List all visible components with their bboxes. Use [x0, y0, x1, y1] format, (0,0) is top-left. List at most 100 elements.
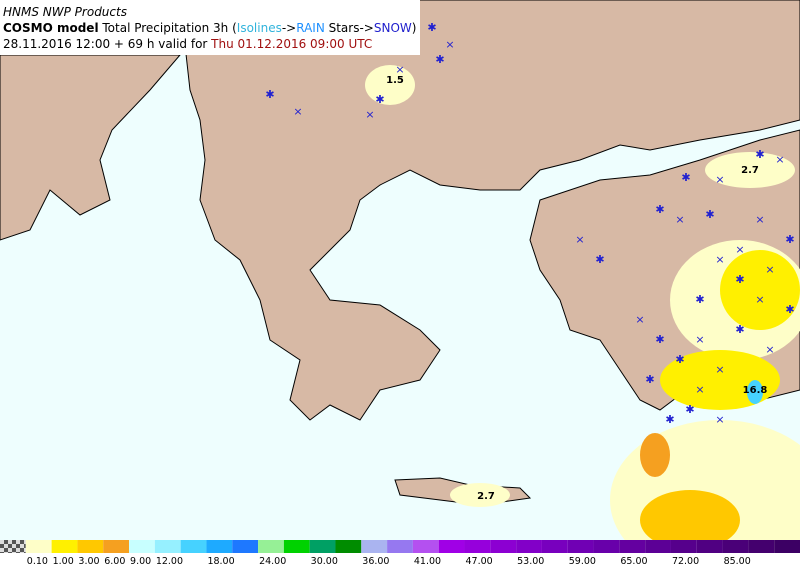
legend-box [619, 540, 646, 553]
legend-box [154, 540, 181, 553]
snow-marker: ✱ [427, 21, 436, 34]
legend-box [541, 540, 568, 553]
snow-marker: ✱ [735, 273, 744, 286]
snow-marker: × [675, 213, 684, 226]
precip-area [747, 380, 763, 404]
legend-box [77, 540, 104, 553]
header-part: 28.11.2016 12:00 + 69 h valid for [3, 37, 211, 51]
header-part: Isolines [237, 21, 282, 35]
legend-label: 72.00 [672, 556, 699, 567]
legend-label: 85.00 [724, 556, 751, 567]
header-box [0, 0, 420, 55]
legend-box [490, 540, 517, 553]
snow-marker: ✱ [735, 323, 744, 336]
legend-box [387, 540, 413, 553]
snow-marker: ✱ [645, 373, 654, 386]
header-line1: HNMS NWP Products [3, 5, 127, 19]
legend-box [232, 540, 259, 553]
legend-label: 9.00 [130, 556, 151, 567]
contour-label: 2.7 [477, 491, 495, 502]
snow-marker: × [775, 153, 784, 166]
snow-marker: × [635, 313, 644, 326]
snow-marker: ✱ [675, 353, 684, 366]
legend-box [258, 540, 284, 553]
precip-area [640, 433, 670, 477]
snow-marker: ✱ [685, 403, 694, 416]
header-line3: 28.11.2016 12:00 + 69 h valid for Thu 01… [3, 37, 372, 51]
header-part: ) [412, 21, 417, 35]
snow-marker: × [293, 105, 302, 118]
snow-marker: × [765, 343, 774, 356]
legend-label: 65.00 [620, 556, 647, 567]
precip-area [450, 483, 510, 507]
contour-label: 2.7 [741, 165, 759, 176]
snow-marker: × [395, 63, 404, 76]
snow-marker: ✱ [665, 413, 674, 426]
legend-box [129, 540, 155, 553]
legend-box [412, 540, 439, 553]
snow-marker: ✱ [705, 208, 714, 221]
legend-label: 24.00 [259, 556, 286, 567]
snow-marker: ✱ [265, 88, 274, 101]
legend-box-missing [0, 540, 26, 553]
precip-area [705, 152, 795, 188]
header-part: RAIN [296, 21, 325, 35]
legend-label: 12.00 [156, 556, 183, 567]
legend-box [206, 540, 233, 553]
legend-label: 6.00 [104, 556, 125, 567]
snow-marker: × [755, 213, 764, 226]
legend-box [335, 540, 362, 553]
header-part: -> [282, 21, 296, 35]
legend-label: 36.00 [362, 556, 389, 567]
snow-marker: ✱ [785, 303, 794, 316]
legend-label: 30.00 [311, 556, 338, 567]
header-part: COSMO model [3, 21, 99, 35]
legend-box [103, 540, 130, 553]
legend-label: 47.00 [466, 556, 493, 567]
legend-box [180, 540, 207, 553]
legend-label: 3.00 [78, 556, 99, 567]
legend-box [516, 540, 542, 553]
snow-marker: × [575, 233, 584, 246]
legend-box [51, 540, 78, 553]
snow-marker: × [715, 173, 724, 186]
snow-marker: ✱ [785, 233, 794, 246]
legend-label: 59.00 [569, 556, 596, 567]
precip-area [640, 490, 740, 550]
snow-marker: × [445, 38, 454, 51]
snow-marker: × [715, 363, 724, 376]
header-part: SNOW [374, 21, 412, 35]
legend-box [464, 540, 491, 553]
precip-area [720, 250, 800, 330]
header-part: Stars-> [325, 21, 374, 35]
contour-label: 1.5 [386, 75, 404, 86]
legend-box [774, 540, 800, 553]
map-labels: 1.5 2.7 2.7 16.8 [386, 75, 767, 502]
legend-box [438, 540, 465, 553]
contour-label: 16.8 [743, 385, 768, 396]
legend-box [722, 540, 749, 553]
snow-marker: ✱ [755, 148, 764, 161]
snow-marker: ✱ [655, 203, 664, 216]
snow-marker: × [755, 293, 764, 306]
legend-label: 53.00 [517, 556, 544, 567]
legend-label: 41.00 [414, 556, 441, 567]
snow-marker: × [765, 263, 774, 276]
legend-box [567, 540, 594, 553]
snow-marker: ✱ [595, 253, 604, 266]
snow-marker: ✱ [681, 171, 690, 184]
land [0, 54, 182, 241]
snow-marker: × [715, 253, 724, 266]
snow-marker: ✱ [375, 93, 384, 106]
header-part: Total Precipitation 3h ( [99, 21, 237, 35]
snow-markers: ✱×✱×✱×✱×✱ ×✱ ×✱× ✱×✱ ×✱×✱ ×✱×✱ ×✱×✱×✱×✱×✱×✱× [265, 21, 794, 426]
legend-box [696, 540, 723, 553]
header-line2: COSMO model Total Precipitation 3h (Isol… [3, 21, 416, 35]
legend-label: 1.00 [53, 556, 74, 567]
legend-box [645, 540, 671, 553]
snow-marker: × [695, 333, 704, 346]
snow-marker: × [695, 383, 704, 396]
legend-box [748, 540, 775, 553]
